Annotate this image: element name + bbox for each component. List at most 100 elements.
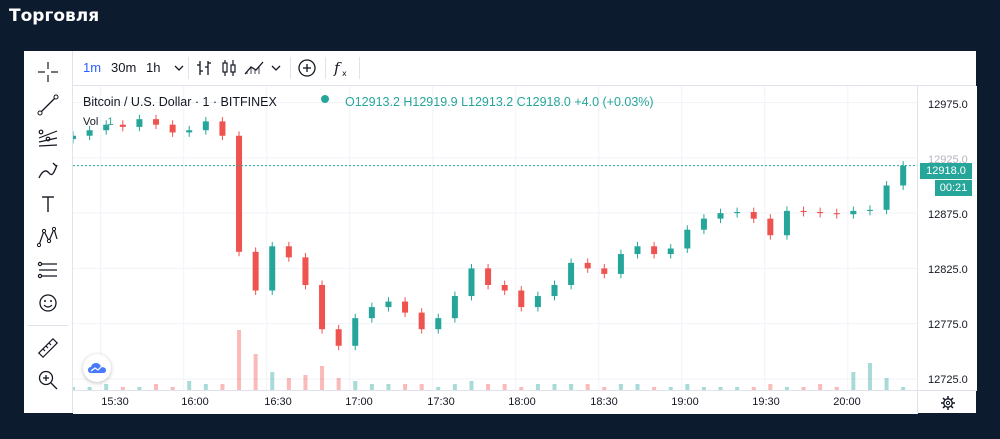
candle-body — [86, 130, 93, 136]
time-tick: 16:00 — [181, 396, 209, 408]
interval-1m[interactable]: 1m — [83, 60, 102, 75]
pitchfork-icon[interactable] — [35, 125, 61, 151]
volume-bar — [469, 381, 474, 390]
chevron-down-icon[interactable] — [168, 57, 190, 79]
chart-settings[interactable] — [917, 390, 977, 414]
brush-icon[interactable] — [35, 158, 61, 184]
candlestick-chart[interactable] — [70, 86, 917, 390]
symbol-title[interactable]: Bitcoin / U.S. Dollar · 1 · BITFINEX — [83, 95, 277, 109]
candle-body — [684, 229, 691, 249]
candle-body — [584, 262, 591, 269]
candle-body — [435, 318, 442, 330]
volume-bar — [701, 387, 706, 390]
candle-body — [767, 218, 774, 236]
emoji-icon[interactable] — [35, 290, 61, 316]
volume-value: 1 — [107, 116, 114, 128]
gear-icon[interactable] — [940, 395, 956, 411]
svg-text:f: f — [333, 59, 342, 77]
time-scale[interactable]: 15:30 16:00 16:30 17:00 17:30 18:00 18:3… — [73, 390, 917, 414]
candle-body — [667, 248, 674, 255]
volume-bar — [170, 387, 175, 390]
price-scale[interactable]: 12975.0 12925.0 12875.0 12825.0 12775.0 … — [917, 86, 977, 390]
candle-body — [900, 165, 907, 186]
volume-bar — [502, 384, 507, 390]
toolbar-divider — [359, 57, 360, 79]
add-compare-icon[interactable] — [296, 57, 318, 79]
candle-body — [468, 268, 475, 297]
time-tick: 17:30 — [427, 396, 455, 408]
candle-body — [617, 254, 624, 274]
volume-bar — [253, 354, 258, 390]
volume-bar — [237, 330, 242, 390]
volume-bar — [104, 384, 109, 390]
candle-body — [717, 213, 724, 219]
candles-icon[interactable] — [218, 57, 240, 79]
volume-bar — [685, 384, 690, 390]
volume-bar — [452, 384, 457, 390]
volume-label: Vol — [83, 116, 99, 128]
candle-body — [236, 135, 243, 252]
current-price-tag: 12918.0 — [920, 163, 972, 179]
volume-bar — [784, 387, 789, 390]
bar-chart-icon[interactable] — [193, 57, 215, 79]
time-tick: 16:30 — [264, 396, 292, 408]
page-heading: Торговля — [9, 6, 100, 26]
volume-bar — [668, 387, 673, 390]
volume-bar — [901, 387, 906, 390]
text-icon[interactable] — [35, 191, 61, 217]
volume-bar — [652, 387, 657, 390]
chart-plot-area[interactable] — [70, 86, 917, 390]
drawing-toolbar — [24, 51, 73, 413]
price-tick: 12975.0 — [928, 99, 968, 111]
candle-body — [252, 251, 259, 291]
chevron-down-icon[interactable] — [265, 57, 287, 79]
volume-bar — [303, 375, 308, 390]
candle-body — [534, 296, 541, 308]
price-tick: 12875.0 — [928, 209, 968, 221]
candle-body — [402, 301, 409, 313]
volume-bar — [751, 387, 756, 390]
candle-body — [568, 262, 575, 285]
volume-bar — [585, 384, 590, 390]
ruler-icon[interactable] — [35, 335, 61, 361]
interval-30m[interactable]: 30m — [111, 60, 137, 75]
volume-bar — [552, 384, 557, 390]
candle-body — [651, 246, 658, 255]
prediction-icon[interactable] — [35, 257, 61, 283]
time-tick: 19:30 — [752, 396, 780, 408]
volume-bar — [353, 381, 358, 390]
candle-body — [285, 246, 292, 258]
candle-body — [352, 318, 359, 346]
cloud-logo-icon[interactable] — [83, 354, 111, 382]
volume-bar — [336, 378, 341, 390]
pattern-icon[interactable] — [35, 224, 61, 250]
volume-bar — [519, 387, 524, 390]
volume-bar — [87, 387, 92, 390]
candle-body — [485, 268, 492, 285]
volume-bar — [635, 384, 640, 390]
candle-body — [70, 135, 76, 140]
volume-bar — [71, 387, 75, 390]
volume-bar — [203, 384, 208, 390]
volume-bar — [120, 387, 125, 390]
zoom-in-icon[interactable] — [35, 367, 61, 393]
candle-body — [119, 124, 126, 127]
crosshair-icon[interactable] — [35, 59, 61, 85]
bar-countdown: 00:21 — [935, 180, 972, 196]
volume-bar — [602, 387, 607, 390]
trend-line-icon[interactable] — [35, 92, 61, 118]
area-chart-icon[interactable] — [243, 57, 265, 79]
interval-1h[interactable]: 1h — [146, 60, 161, 75]
time-tick: 15:30 — [101, 396, 129, 408]
candle-body — [634, 246, 641, 255]
candle-body — [385, 301, 392, 308]
candle-body — [700, 218, 707, 230]
volume-bar — [735, 387, 740, 390]
candle-body — [783, 210, 790, 236]
volume-bar — [834, 387, 839, 390]
toolbar-divider — [290, 57, 291, 79]
volume-bar — [768, 384, 773, 390]
time-tick: 18:00 — [508, 396, 536, 408]
